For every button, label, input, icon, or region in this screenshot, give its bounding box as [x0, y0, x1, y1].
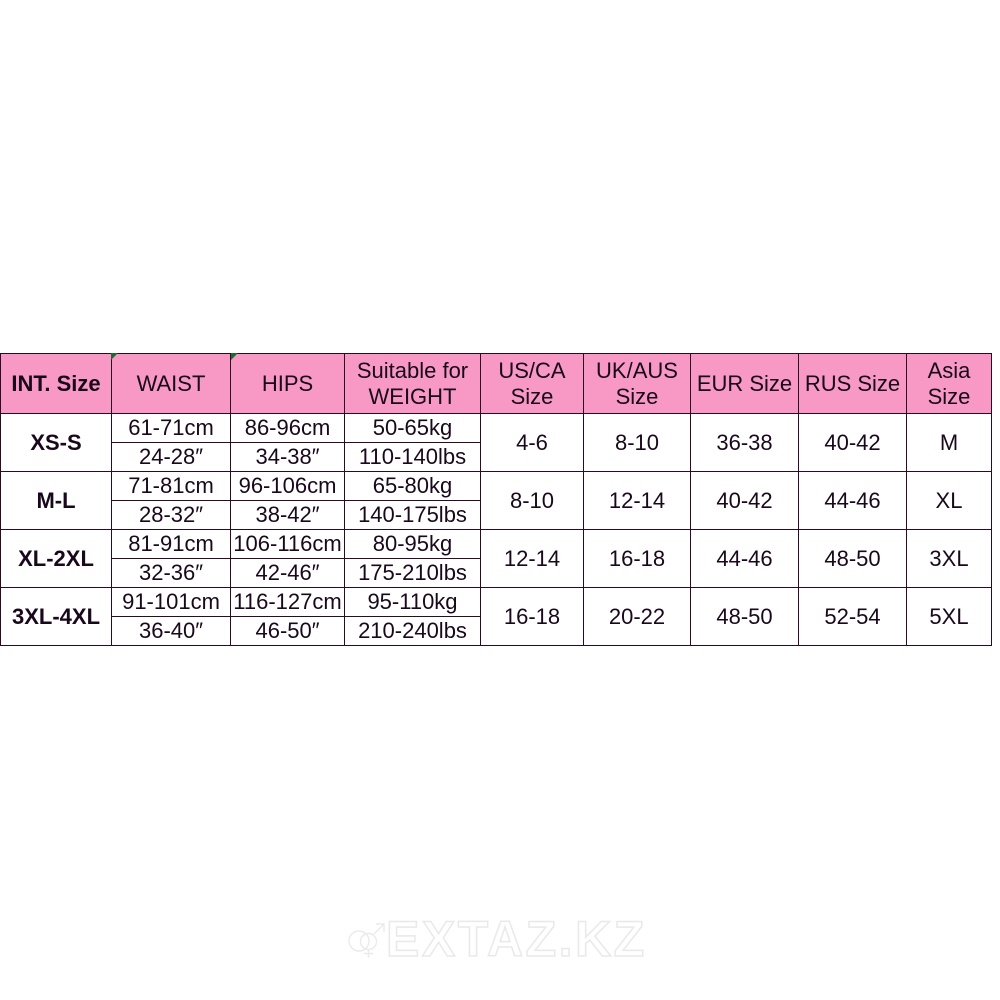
svg-text:EXTAZ.KZ: EXTAZ.KZ [386, 911, 647, 967]
